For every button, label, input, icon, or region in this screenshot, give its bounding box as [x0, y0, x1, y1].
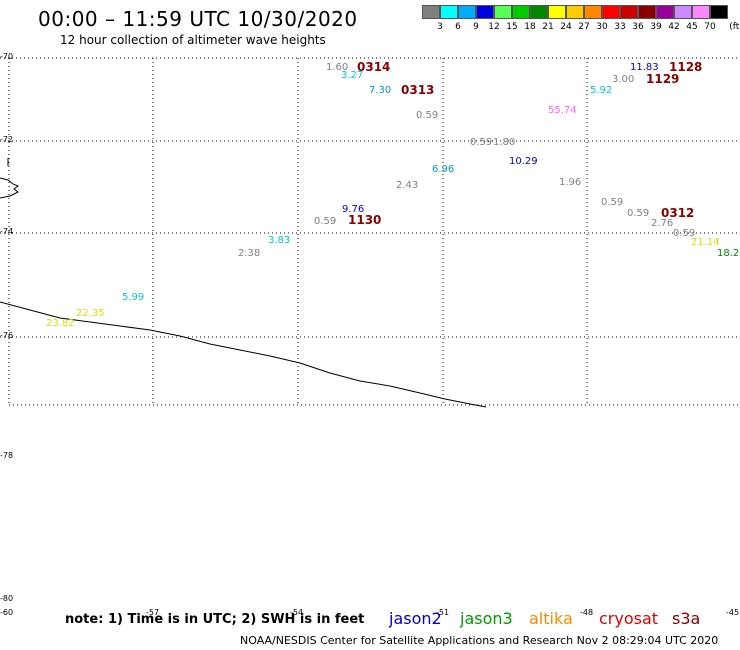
- lat-label-76: -76: [0, 331, 14, 340]
- color-swatch-label: 36: [632, 22, 644, 32]
- credit-line: NOAA/NESDIS Center for Satellite Applica…: [240, 634, 719, 647]
- island-outline: [0, 177, 20, 199]
- color-swatch: [476, 5, 494, 19]
- map-subtitle: 12 hour collection of altimeter wave hei…: [60, 33, 326, 47]
- wave-height-value: 55.74: [548, 105, 577, 116]
- color-swatch-label: 24: [560, 22, 572, 32]
- color-swatch-label: 9: [473, 22, 479, 32]
- color-swatch: [674, 5, 692, 19]
- wave-height-value: 0.59: [673, 228, 696, 239]
- lon-label-48: -48: [580, 608, 594, 617]
- color-swatch: [566, 5, 584, 19]
- color-swatch: [440, 5, 458, 19]
- lat-label-74: -74: [0, 227, 14, 236]
- satellite-legend-jason2: jason2: [389, 609, 442, 628]
- color-scale-unit: (ft): [729, 22, 740, 32]
- wave-height-value: 3.00: [612, 74, 635, 85]
- wave-height-value: 10.29: [509, 156, 538, 167]
- color-swatch: [620, 5, 638, 19]
- color-swatch-label: 21: [542, 22, 554, 32]
- lat-label-80: -80: [0, 594, 14, 603]
- wave-height-value: 18.2: [717, 248, 740, 259]
- color-swatch: [638, 5, 656, 19]
- color-swatch: [422, 5, 440, 19]
- lon-label-45: -45: [726, 608, 740, 617]
- pass-time-label: 1130: [348, 213, 382, 227]
- wave-height-value: 6.96: [432, 164, 455, 175]
- lat-label-70: -70: [0, 52, 14, 61]
- wave-height-value: 3.27: [341, 70, 364, 81]
- color-swatch-label: 70: [704, 22, 716, 32]
- color-swatch-label: 30: [596, 22, 608, 32]
- color-swatch: [548, 5, 566, 19]
- color-swatch-label: 3: [437, 22, 443, 32]
- wave-height-value: 5.92: [590, 85, 613, 96]
- wave-height-value: 5.99: [122, 292, 145, 303]
- color-swatch-label: 42: [668, 22, 680, 32]
- wave-height-value: 2.76: [651, 218, 674, 229]
- wave-height-value: 0.59: [627, 208, 650, 219]
- lon-label-60: -60: [0, 608, 14, 617]
- wave-height-value: 1.80: [493, 137, 516, 148]
- wave-height-value: 23.82: [46, 318, 75, 329]
- lat-label-78: -78: [0, 451, 14, 460]
- color-swatch-label: 33: [614, 22, 626, 32]
- color-swatch: [494, 5, 512, 19]
- color-swatch-label: 15: [506, 22, 518, 32]
- wave-height-value: 1.96: [559, 177, 582, 188]
- satellite-legend-s3a: s3a: [672, 609, 701, 628]
- wave-height-value: 0.59: [470, 137, 493, 148]
- wave-height-value: 1.60: [326, 62, 349, 73]
- color-swatch-label: 45: [686, 22, 698, 32]
- wave-height-value: 9.76: [342, 204, 365, 215]
- antarctic-coastline: [0, 301, 487, 408]
- wave-height-value: 22.35: [76, 308, 105, 319]
- color-swatch: [602, 5, 620, 19]
- color-swatch-label: 12: [488, 22, 500, 32]
- wave-height-value: 2.38: [238, 248, 261, 259]
- lon-label-57: -57: [146, 608, 160, 617]
- wave-height-value: 0.59: [601, 197, 624, 208]
- color-swatch: [584, 5, 602, 19]
- color-swatch: [656, 5, 674, 19]
- wave-height-value: 0.59: [314, 216, 337, 227]
- color-swatch-label: 6: [455, 22, 461, 32]
- color-swatch: [458, 5, 476, 19]
- wave-height-value: 2.43: [396, 180, 419, 191]
- color-swatch: [710, 5, 728, 19]
- color-swatch-label: 27: [578, 22, 590, 32]
- color-swatch: [692, 5, 710, 19]
- color-swatch-label: 18: [524, 22, 536, 32]
- wave-height-value: 11.83: [630, 62, 659, 73]
- wave-height-value: 3.83: [268, 235, 291, 246]
- lon-label-51: -51: [436, 608, 450, 617]
- pass-time-label: 1128: [669, 60, 703, 74]
- wave-height-value: 21.14: [691, 237, 720, 248]
- pass-time-label: 0314: [357, 60, 391, 74]
- satellite-legend-cryosat: cryosat: [599, 609, 659, 628]
- wave-height-value: 0.59: [416, 110, 439, 121]
- map-title: 00:00 – 11:59 UTC 10/30/2020: [38, 7, 358, 31]
- pass-time-label: 0312: [661, 206, 695, 220]
- pass-time-label: 0313: [401, 83, 435, 97]
- pass-time-label: 1129: [646, 72, 680, 86]
- color-swatch: [530, 5, 548, 19]
- lon-label-54: -54: [290, 608, 304, 617]
- footnote: note: 1) Time is in UTC; 2) SWH is in fe…: [65, 612, 365, 627]
- color-swatch-label: 39: [650, 22, 662, 32]
- satellite-legend-altika: altika: [529, 609, 573, 628]
- lat-label-72: -72: [0, 135, 14, 144]
- color-swatch: [512, 5, 530, 19]
- wave-height-value: 7.30: [369, 85, 392, 96]
- satellite-legend-jason3: jason3: [460, 609, 513, 628]
- grid-lines: [0, 57, 740, 406]
